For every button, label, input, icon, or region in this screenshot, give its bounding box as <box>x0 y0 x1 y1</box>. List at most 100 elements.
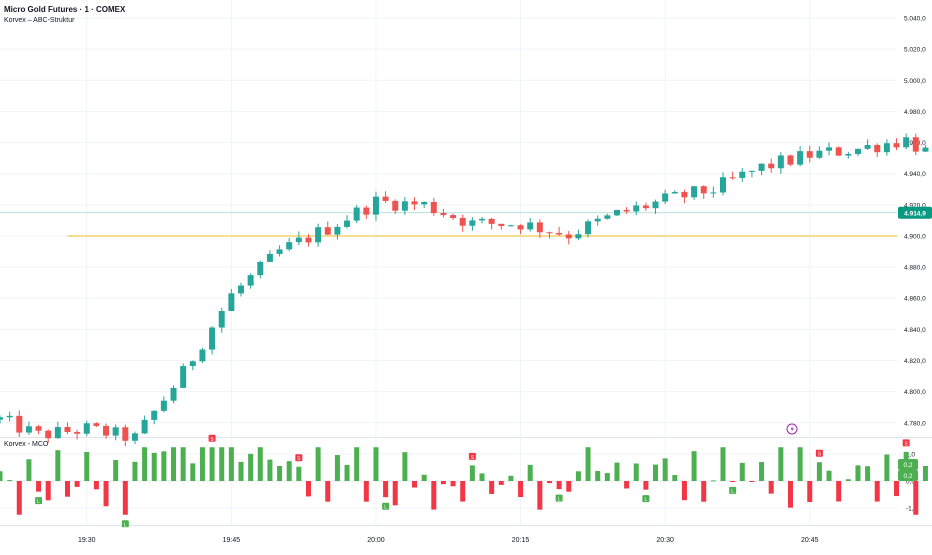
buy-signal-marker[interactable] <box>729 486 737 494</box>
candle[interactable] <box>854 148 861 155</box>
sell-signal-marker[interactable] <box>208 434 216 442</box>
current-price-badge[interactable] <box>898 206 932 219</box>
buy-signal-marker[interactable] <box>642 495 650 503</box>
candle[interactable] <box>247 275 254 286</box>
candle[interactable] <box>83 423 90 434</box>
candle[interactable] <box>315 227 322 243</box>
candle[interactable] <box>652 201 659 209</box>
candle[interactable] <box>806 151 813 158</box>
indicator-label[interactable]: Korvex – ABC-Struktur <box>4 17 75 24</box>
candle[interactable] <box>700 186 707 194</box>
candle[interactable] <box>25 426 32 433</box>
candle[interactable] <box>64 426 71 432</box>
candle[interactable] <box>276 249 283 254</box>
candle[interactable] <box>729 177 736 179</box>
candle[interactable] <box>35 426 42 431</box>
candle[interactable] <box>228 293 235 312</box>
buy-signal-marker[interactable] <box>382 502 390 510</box>
candle[interactable] <box>0 417 3 420</box>
candle[interactable] <box>334 226 341 235</box>
sell-signal-marker[interactable] <box>295 454 303 462</box>
osc-value-badge-upper[interactable] <box>898 459 918 470</box>
candle[interactable] <box>353 207 360 221</box>
candle[interactable] <box>459 217 466 226</box>
candle[interactable] <box>199 349 206 362</box>
candle[interactable] <box>816 150 823 158</box>
candle[interactable] <box>103 425 110 436</box>
candle[interactable] <box>344 220 351 227</box>
candle[interactable] <box>93 423 100 426</box>
candle[interactable] <box>112 427 119 436</box>
candle[interactable] <box>479 218 485 221</box>
candle[interactable] <box>189 361 196 367</box>
candle[interactable] <box>421 201 428 205</box>
candle[interactable] <box>903 137 910 148</box>
candle[interactable] <box>507 225 514 227</box>
candle[interactable] <box>922 147 929 152</box>
candle[interactable] <box>768 163 775 169</box>
candle[interactable] <box>160 400 167 411</box>
candle[interactable] <box>209 327 216 350</box>
candle[interactable] <box>392 200 399 211</box>
sell-signal-marker[interactable] <box>902 439 910 447</box>
candle[interactable] <box>556 232 563 235</box>
candle[interactable] <box>710 192 717 194</box>
candle[interactable] <box>623 209 630 212</box>
candle[interactable] <box>257 261 264 276</box>
candle[interactable] <box>131 433 138 441</box>
candle[interactable] <box>286 242 293 250</box>
candle[interactable] <box>748 170 755 172</box>
candle[interactable] <box>450 215 457 218</box>
candle[interactable] <box>835 147 842 156</box>
candle[interactable] <box>864 144 871 149</box>
candle[interactable] <box>363 207 370 215</box>
candle[interactable] <box>238 285 244 294</box>
candle[interactable] <box>180 366 187 388</box>
sell-signal-marker[interactable] <box>815 449 823 457</box>
candle[interactable] <box>498 223 505 226</box>
candle[interactable] <box>218 311 225 328</box>
symbol-title[interactable]: Micro Gold Futures · 1 · COMEX <box>4 5 126 14</box>
candle[interactable] <box>527 222 534 230</box>
candle[interactable] <box>777 155 784 169</box>
candle[interactable] <box>585 221 592 235</box>
candle[interactable] <box>681 191 688 198</box>
candle[interactable] <box>469 220 476 226</box>
oscillator-title[interactable]: Korvex - MCO <box>4 441 49 448</box>
candle[interactable] <box>141 419 148 434</box>
buy-signal-marker[interactable] <box>35 497 43 505</box>
candle[interactable] <box>575 234 582 239</box>
candle[interactable] <box>440 213 447 216</box>
candle[interactable] <box>295 237 302 243</box>
candle[interactable] <box>739 171 746 178</box>
osc-value-badge-lower[interactable] <box>898 470 918 481</box>
candle[interactable] <box>54 426 61 439</box>
candle[interactable] <box>266 253 273 262</box>
buy-signal-marker[interactable] <box>121 520 129 528</box>
candle[interactable] <box>893 143 900 148</box>
candle[interactable] <box>826 147 833 151</box>
candle[interactable] <box>758 163 765 171</box>
candle[interactable] <box>691 186 698 198</box>
candle[interactable] <box>305 237 312 243</box>
candle[interactable] <box>633 205 640 212</box>
candle[interactable] <box>6 415 13 418</box>
candle[interactable] <box>16 415 23 433</box>
candle[interactable] <box>787 155 794 165</box>
candle[interactable] <box>411 201 418 205</box>
candle[interactable] <box>546 232 553 234</box>
candle[interactable] <box>671 191 678 194</box>
candle[interactable] <box>401 201 408 211</box>
candle[interactable] <box>382 196 389 201</box>
candle[interactable] <box>122 427 129 441</box>
candle[interactable] <box>45 430 52 439</box>
candle[interactable] <box>488 218 495 224</box>
candle[interactable] <box>604 215 611 219</box>
lightning-icon[interactable] <box>786 423 798 435</box>
candle[interactable] <box>912 137 919 152</box>
candle[interactable] <box>662 193 669 202</box>
candle[interactable] <box>874 144 881 153</box>
candle[interactable] <box>565 234 572 239</box>
